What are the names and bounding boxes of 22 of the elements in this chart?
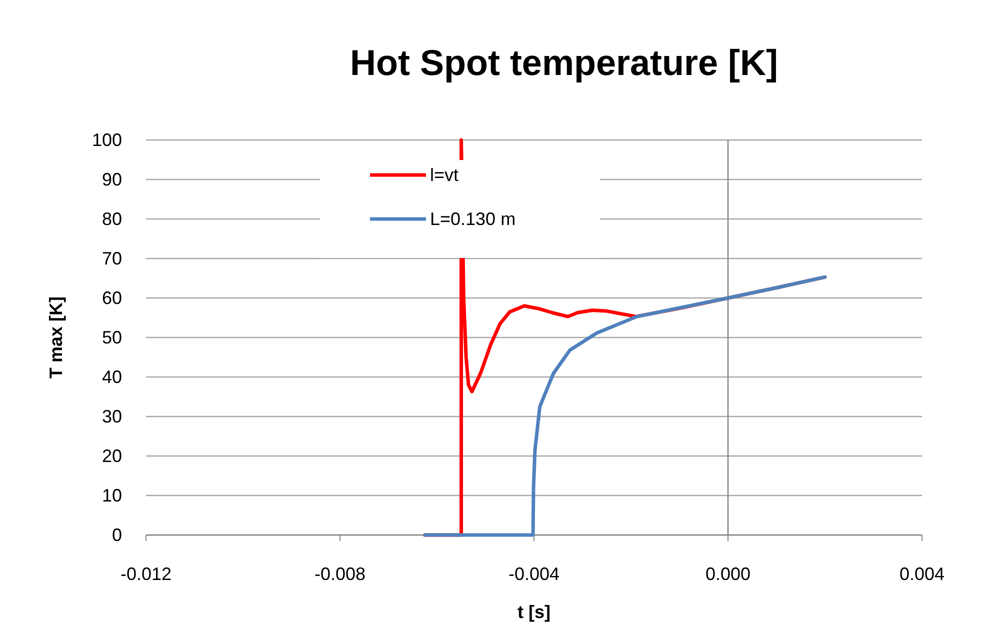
y-tick-label: 100 [92,130,122,150]
x-tick-label: 0.004 [899,564,945,584]
y-tick-label: 40 [102,367,122,387]
chart-title: Hot Spot temperature [K] [350,42,778,83]
line-series [423,275,827,537]
x-tick-label: -0.012 [120,564,172,584]
y-tick-label: 50 [102,328,122,348]
y-tick-label: 90 [102,170,122,190]
y-tick-label: 80 [102,209,122,229]
x-tick-label: -0.008 [314,564,366,584]
y-tick-label: 70 [102,248,122,268]
x-axis-title: t [s] [518,602,550,622]
y-tick-label: 30 [102,406,122,426]
legend-label: L=0.130 m [430,209,516,229]
y-tick-label: 10 [102,486,122,506]
x-tick-label: -0.004 [508,564,560,584]
legend-label: l=vt [430,165,459,185]
y-tick-label: 60 [102,288,122,308]
y-tick-label: 0 [112,525,122,545]
y-axis-title: T max [K] [46,296,66,379]
y-tick-label: 20 [102,446,122,466]
x-tick-label: 0.000 [705,564,751,584]
